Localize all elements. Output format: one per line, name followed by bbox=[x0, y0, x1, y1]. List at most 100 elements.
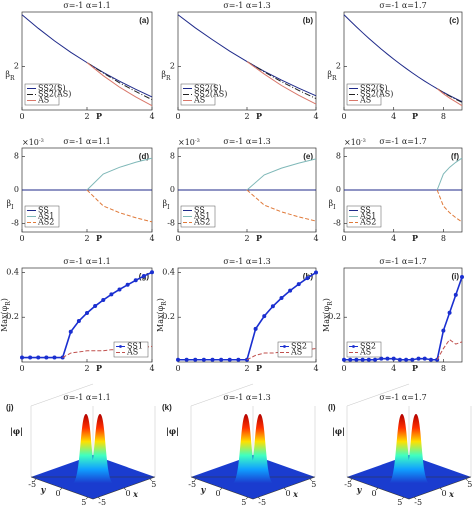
x-tick-label: 0 bbox=[341, 112, 346, 121]
y-label-sub: I bbox=[11, 204, 14, 211]
series-line bbox=[246, 158, 317, 191]
panel-title: σ=-1 α=1.1 bbox=[63, 1, 110, 10]
legend-label: SS2(S) bbox=[194, 84, 222, 93]
z-axis-label: |φ| bbox=[166, 426, 179, 436]
series-marker bbox=[76, 319, 81, 324]
y-label-sub: R bbox=[166, 75, 171, 82]
series-line bbox=[86, 157, 153, 191]
panel-letter: (e) bbox=[303, 152, 313, 161]
series-marker bbox=[150, 270, 154, 275]
y-axis-label: y bbox=[40, 485, 47, 495]
panel-letter: (a) bbox=[139, 16, 149, 25]
series-marker bbox=[210, 357, 215, 362]
legend-box bbox=[346, 341, 382, 358]
panel-title: σ=-1 α=1.3 bbox=[223, 1, 270, 10]
y-label-main: Max(φ bbox=[0, 305, 9, 332]
x-tick-label: 0 bbox=[441, 489, 446, 498]
series-marker bbox=[20, 355, 24, 360]
y-tick-label: 5 bbox=[241, 498, 246, 507]
y-label-sub: I bbox=[167, 204, 170, 211]
series-marker bbox=[133, 278, 138, 283]
y-tick-label: -5 bbox=[188, 480, 196, 489]
legend-label: AS bbox=[359, 348, 371, 357]
panel-letter: (i) bbox=[451, 272, 459, 281]
series-marker bbox=[93, 304, 98, 309]
y-label-main: β bbox=[327, 70, 332, 79]
y-label-sub: R bbox=[10, 75, 15, 82]
legend-label: AS2 bbox=[359, 218, 376, 227]
x-axis-label: P bbox=[412, 233, 418, 243]
series-marker bbox=[117, 287, 122, 292]
x-axis-label: x bbox=[448, 489, 454, 499]
y-label-sub: I bbox=[333, 204, 336, 211]
y-tick-label: -8 bbox=[11, 219, 19, 228]
x-tick-label: 0 bbox=[19, 234, 24, 243]
y-tick-label: 0.4 bbox=[162, 267, 175, 276]
legend-box bbox=[180, 83, 216, 106]
panel-title: σ=-1 α=1.7 bbox=[379, 1, 426, 10]
series-marker bbox=[391, 356, 396, 361]
series-line bbox=[86, 62, 153, 107]
series-marker bbox=[314, 270, 318, 275]
legend-marker bbox=[119, 345, 122, 348]
series-marker bbox=[296, 282, 301, 287]
series-marker bbox=[236, 357, 241, 362]
x-tick-label: 5 bbox=[311, 480, 316, 489]
x-tick-label: 0 bbox=[285, 489, 290, 498]
surface-peak bbox=[87, 414, 113, 483]
y-tick bbox=[85, 496, 89, 500]
legend-label: SS2(AS) bbox=[38, 90, 71, 99]
y-axis-label: y bbox=[356, 485, 363, 495]
panel-letter: (c) bbox=[449, 16, 459, 25]
x-tick bbox=[149, 478, 153, 482]
series-marker bbox=[373, 357, 378, 362]
scale-exp: -3 bbox=[39, 138, 44, 144]
series-marker bbox=[68, 329, 73, 334]
y-tick bbox=[219, 487, 223, 491]
box-edge bbox=[30, 383, 94, 407]
series-marker bbox=[360, 357, 365, 362]
y-tick-label: 0 bbox=[14, 185, 19, 194]
x-tick-label: 5 bbox=[151, 480, 156, 489]
y-tick bbox=[245, 496, 249, 500]
legend-label: AS bbox=[359, 96, 371, 105]
legend-label: AS bbox=[290, 348, 302, 357]
series-line bbox=[21, 14, 153, 98]
x-tick-label: 0 bbox=[125, 489, 130, 498]
y-axis-label: Max(φR) bbox=[322, 298, 334, 332]
x-axis-label: P bbox=[256, 233, 262, 243]
scale-exp: -3 bbox=[361, 138, 366, 144]
series-marker bbox=[342, 357, 346, 362]
x-axis-label: x bbox=[292, 489, 298, 499]
y-axis-label: βR bbox=[161, 70, 171, 82]
y-tick-label: 0.2 bbox=[162, 312, 175, 321]
x-tick bbox=[123, 487, 127, 491]
x-tick-label: 0 bbox=[175, 234, 180, 243]
series-line bbox=[177, 14, 317, 97]
box-edge bbox=[190, 383, 254, 407]
legend-label: AS bbox=[126, 348, 138, 357]
panel-letter: (k) bbox=[162, 403, 172, 412]
panel-letter: (j) bbox=[6, 403, 14, 412]
series-marker bbox=[176, 357, 180, 362]
y-tick-label: 0 bbox=[336, 185, 341, 194]
legend-label: SS bbox=[360, 206, 371, 215]
panel-title: σ=-1 α=1.1 bbox=[63, 137, 110, 146]
series-marker bbox=[193, 357, 198, 362]
surface-peak bbox=[247, 414, 273, 483]
x-tick-label: 2 bbox=[244, 364, 249, 373]
x-tick-label: 4 bbox=[149, 364, 154, 373]
panel-letter: (l) bbox=[328, 403, 336, 412]
series-marker bbox=[52, 355, 57, 360]
legend-label: AS bbox=[37, 96, 49, 105]
panel-title: σ=-1 α=1.3 bbox=[223, 257, 270, 266]
y-tick-label: -8 bbox=[167, 219, 175, 228]
x-tick-label: 4 bbox=[391, 364, 396, 373]
legend-label: SS2(AS) bbox=[194, 90, 227, 99]
x-axis-label: x bbox=[132, 489, 138, 499]
box-edge bbox=[346, 383, 410, 407]
x-tick-label: 8 bbox=[441, 112, 446, 121]
series-marker bbox=[219, 357, 224, 362]
y-tick-label: 5 bbox=[81, 498, 86, 507]
x-tick-label: -5 bbox=[258, 498, 266, 507]
